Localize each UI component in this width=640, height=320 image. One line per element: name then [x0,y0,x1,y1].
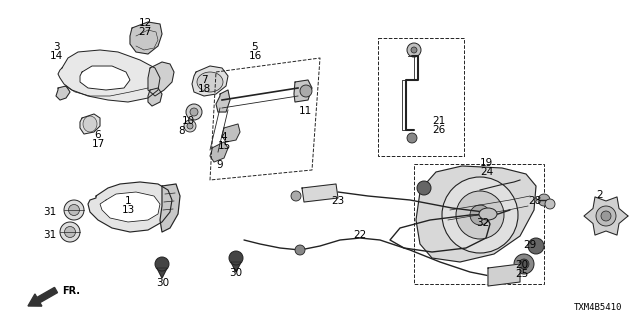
Text: 16: 16 [248,51,262,61]
Text: 4: 4 [221,132,227,142]
Circle shape [417,181,431,195]
Text: 25: 25 [515,269,529,279]
Polygon shape [148,62,174,96]
Text: 11: 11 [298,106,312,116]
Circle shape [291,191,301,201]
Circle shape [64,200,84,220]
Circle shape [155,257,169,271]
Text: 26: 26 [432,125,445,135]
Circle shape [407,43,421,57]
Text: 28: 28 [528,196,541,206]
Text: 27: 27 [138,27,152,37]
Polygon shape [231,262,241,272]
Text: 6: 6 [95,130,101,140]
Circle shape [519,259,529,269]
Text: 12: 12 [138,18,152,28]
Circle shape [456,191,504,239]
Text: 23: 23 [332,196,344,206]
Text: 10: 10 [181,116,195,126]
Polygon shape [160,184,180,232]
Polygon shape [416,166,536,262]
Circle shape [407,133,417,143]
Ellipse shape [83,116,97,132]
Text: 22: 22 [353,230,367,240]
Polygon shape [584,197,628,235]
FancyArrow shape [28,287,58,306]
Polygon shape [210,142,228,162]
Text: 31: 31 [44,230,56,240]
Circle shape [470,205,490,225]
Text: 15: 15 [218,141,230,151]
Circle shape [187,123,193,129]
Text: 31: 31 [44,207,56,217]
Circle shape [545,199,555,209]
Polygon shape [56,86,70,100]
Text: 24: 24 [480,167,493,177]
Circle shape [68,204,79,215]
Text: TXM4B5410: TXM4B5410 [573,303,622,312]
Circle shape [184,120,196,132]
Circle shape [538,194,550,206]
Text: 13: 13 [122,205,134,215]
Text: 9: 9 [217,160,223,170]
Text: 30: 30 [156,278,170,288]
Circle shape [60,222,80,242]
Circle shape [596,206,616,226]
Polygon shape [192,66,228,96]
Circle shape [65,227,76,237]
Circle shape [186,104,202,120]
Circle shape [514,254,534,274]
Polygon shape [148,88,162,106]
Text: 18: 18 [197,84,211,94]
Polygon shape [80,114,100,134]
Circle shape [528,238,544,254]
Text: 17: 17 [92,139,104,149]
Polygon shape [294,80,312,102]
Text: 20: 20 [515,260,529,270]
Polygon shape [58,50,160,102]
Polygon shape [157,268,167,278]
Bar [414,164,544,284]
Text: 3: 3 [52,42,60,52]
Circle shape [411,47,417,53]
Circle shape [229,251,243,265]
Text: 30: 30 [229,268,243,278]
Text: 5: 5 [252,42,259,52]
Polygon shape [488,264,520,286]
Polygon shape [216,90,230,112]
Polygon shape [302,184,338,202]
Text: 14: 14 [49,51,63,61]
Text: FR.: FR. [62,286,80,296]
Circle shape [601,211,611,221]
Text: 8: 8 [179,126,186,136]
Polygon shape [222,124,240,142]
Polygon shape [80,66,130,90]
Text: 1: 1 [125,196,131,206]
Text: 2: 2 [596,190,604,200]
Circle shape [442,177,518,253]
Circle shape [190,108,198,116]
Polygon shape [100,192,160,222]
Bar [378,38,464,156]
Text: 21: 21 [432,116,445,126]
Text: 19: 19 [480,158,493,168]
Ellipse shape [197,72,223,92]
Circle shape [295,245,305,255]
Polygon shape [130,22,162,54]
Circle shape [300,85,312,97]
Polygon shape [88,182,172,232]
Ellipse shape [479,208,497,220]
Text: 32: 32 [476,218,489,228]
Text: 29: 29 [524,240,536,250]
Text: 7: 7 [201,75,207,85]
